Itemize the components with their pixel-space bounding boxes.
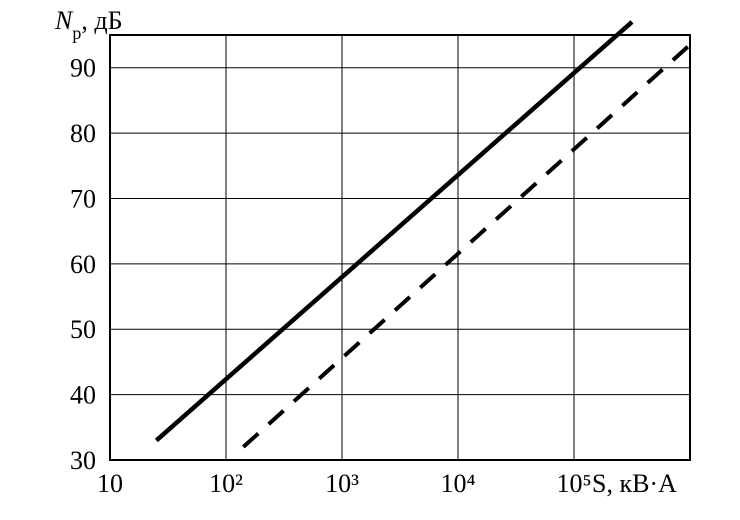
y-tick-label: 40: [70, 381, 96, 410]
x-axis-label: S, кВ·А: [592, 469, 677, 498]
y-tick-label: 90: [70, 54, 96, 83]
x-tick-label: 10⁵: [556, 469, 591, 498]
x-tick-label: 10: [97, 469, 123, 498]
x-tick-label: 10²: [209, 469, 243, 498]
y-tick-label: 80: [70, 119, 96, 148]
y-tick-label: 70: [70, 184, 96, 213]
noise-vs-power-chart: 304050607080901010²10³10⁴10⁵Np, дБS, кВ·…: [0, 0, 740, 520]
x-tick-label: 10⁴: [440, 469, 475, 498]
y-tick-label: 60: [70, 250, 96, 279]
y-tick-label: 30: [70, 446, 96, 475]
x-tick-label: 10³: [325, 469, 359, 498]
y-tick-label: 50: [70, 315, 96, 344]
